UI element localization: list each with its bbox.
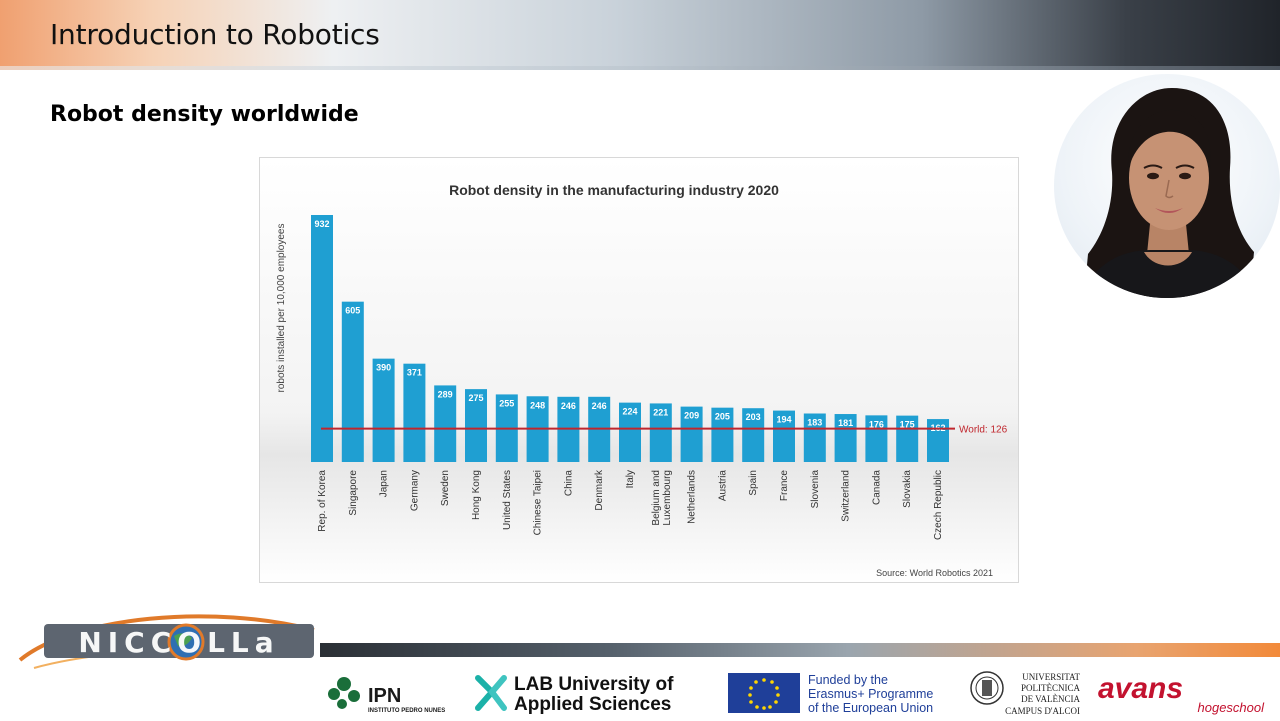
svg-text:UNIVERSITAT: UNIVERSITAT <box>1022 672 1080 682</box>
chart-source: Source: World Robotics 2021 <box>876 568 993 578</box>
slide-header <box>0 0 1280 70</box>
svg-text:Funded by the: Funded by the <box>808 673 888 687</box>
erasmus-logo: Funded by the Erasmus+ Programme of the … <box>726 670 958 716</box>
chart-title: Robot density in the manufacturing indus… <box>449 182 779 198</box>
bar-slovenia <box>803 413 826 462</box>
y-axis-label: robots installed per 10,000 employees <box>276 224 287 393</box>
x-tick-label: Switzerland <box>841 470 852 522</box>
svg-text:LAB University of: LAB University of <box>514 674 674 695</box>
bar-switzerland <box>834 414 857 462</box>
niccolla-logo-text: NICCOLLa <box>78 626 279 659</box>
chart-panel: Robot density in the manufacturing indus… <box>259 157 1019 583</box>
x-tick-label: Belgium andLuxembourg <box>651 470 673 526</box>
x-tick-label: Sweden <box>440 470 451 506</box>
upv-logo: UNIVERSITAT POLITÈCNICA DE VALÈNCIA CAMP… <box>968 670 1084 716</box>
bar-germany <box>403 363 426 462</box>
svg-text:Erasmus+ Programme: Erasmus+ Programme <box>808 687 933 701</box>
bar-value-label: 183 <box>807 418 822 428</box>
x-tick-label: Rep. of Korea <box>317 470 328 532</box>
x-tick-label: Denmark <box>594 469 605 511</box>
bar-value-label: 203 <box>746 412 761 422</box>
niccolla-logo: NICCOLLa <box>14 608 320 674</box>
svg-text:of the European Union: of the European Union <box>808 701 933 715</box>
bar-france <box>773 410 795 462</box>
x-tick-label: France <box>779 470 790 502</box>
bar-value-label: 194 <box>776 415 791 425</box>
x-tick-label: Chinese Taipei <box>533 470 544 535</box>
bar-value-label: 205 <box>715 412 730 422</box>
x-tick-label: Italy <box>625 470 636 488</box>
bar-chart: Robot density in the manufacturing indus… <box>276 182 1008 578</box>
bar-value-label: 605 <box>345 306 360 316</box>
bar-value-label: 255 <box>499 398 514 408</box>
bar-value-label: 289 <box>438 389 453 399</box>
bar-austria <box>711 407 734 462</box>
bar-czech-republic <box>927 419 949 462</box>
x-tick-label: Japan <box>379 470 390 497</box>
bar-value-label: 176 <box>869 419 884 429</box>
x-tick-label: Singapore <box>348 470 359 516</box>
svg-text:CAMPUS D'ALCOI: CAMPUS D'ALCOI <box>1005 706 1080 716</box>
svg-text:avans: avans <box>1098 672 1183 705</box>
bar-value-label: 248 <box>530 400 545 410</box>
bar-slovakia <box>896 415 919 462</box>
x-tick-label: Canada <box>871 470 882 505</box>
bar-value-label: 224 <box>622 407 637 417</box>
svg-text:POLITÈCNICA: POLITÈCNICA <box>1021 683 1080 693</box>
bar-hong-kong <box>465 389 487 462</box>
bar-value-label: 371 <box>407 368 422 378</box>
x-tick-label: Czech Republic <box>933 470 944 540</box>
x-tick-label: Slovakia <box>902 470 913 508</box>
header-divider <box>0 66 1280 70</box>
bar-canada <box>865 415 888 462</box>
x-tick-label: Slovenia <box>810 470 821 509</box>
bar-value-label: 175 <box>900 420 915 430</box>
bar-value-label: 246 <box>561 401 576 411</box>
world-average-label: World: 126 <box>959 425 1008 436</box>
svg-text:hogeschool: hogeschool <box>1198 700 1266 715</box>
svg-text:DE VALÈNCIA: DE VALÈNCIA <box>1021 694 1080 704</box>
x-tick-label: Austria <box>717 470 728 502</box>
bar-value-label: 181 <box>838 418 853 428</box>
bar-rep-of-korea <box>311 215 333 462</box>
bar-japan <box>372 358 395 462</box>
bar-value-label: 275 <box>468 393 483 403</box>
bar-value-label: 221 <box>653 407 668 417</box>
x-tick-label: Hong Kong <box>471 470 482 520</box>
presenter-video <box>1054 74 1280 298</box>
x-tick-label: United States <box>502 470 513 530</box>
presenter-avatar <box>1080 88 1258 298</box>
ipn-logo: IPN INSTITUTO PEDRO NUNES <box>322 670 462 716</box>
bar-spain <box>742 408 765 462</box>
bar-italy <box>619 402 641 462</box>
svg-text:IPN: IPN <box>368 685 401 707</box>
bar-value-label: 246 <box>592 401 607 411</box>
svg-text:INSTITUTO PEDRO NUNES: INSTITUTO PEDRO NUNES <box>368 708 445 714</box>
section-title: Robot density worldwide <box>50 102 359 127</box>
lab-university-logo: LAB University of Applied Sciences <box>474 670 718 716</box>
bar-value-label: 209 <box>684 411 699 421</box>
x-tick-label: China <box>563 470 574 497</box>
svg-text:Applied Sciences: Applied Sciences <box>514 694 671 715</box>
x-tick-label: Netherlands <box>687 470 698 524</box>
bar-sweden <box>434 385 457 462</box>
bar-singapore <box>341 301 364 462</box>
x-tick-label: Germany <box>409 470 420 511</box>
slide-title: Introduction to Robotics <box>50 18 380 51</box>
bar-value-label: 390 <box>376 363 391 373</box>
avans-logo: avans hogeschool <box>1096 670 1268 716</box>
x-tick-label: Spain <box>748 470 759 496</box>
footer-bar <box>320 643 1280 657</box>
bar-belgium-and-luxembourg <box>649 403 672 462</box>
bar-netherlands <box>680 406 703 462</box>
bar-value-label: 932 <box>314 219 329 229</box>
